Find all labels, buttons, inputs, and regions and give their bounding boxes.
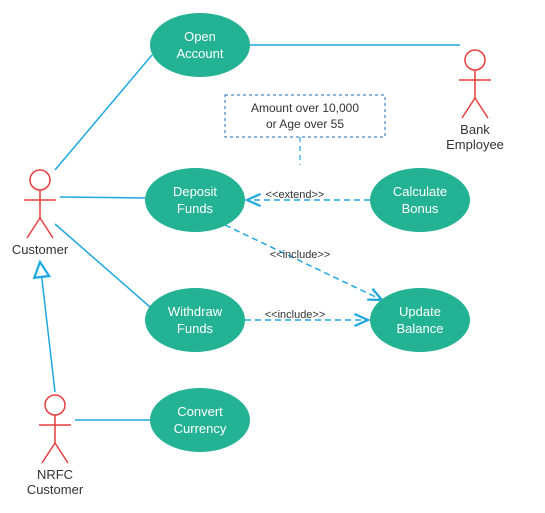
actor-label: Bank (460, 122, 490, 137)
actor-nrfc: NRFCCustomer (27, 395, 84, 497)
usecase-label: Deposit (173, 184, 217, 199)
usecase-label: Bonus (402, 201, 439, 216)
usecase-label: Withdraw (168, 304, 223, 319)
stereotype-label: <<include>> (270, 249, 331, 261)
usecase-convert_currency: Convert Currency (150, 388, 250, 452)
actor-label: Customer (27, 482, 84, 497)
actor-label: Employee (446, 137, 504, 152)
usecase-label: Open (184, 29, 216, 44)
association-edge (55, 55, 152, 170)
note-text: or Age over 55 (266, 117, 344, 131)
dependency-edge (225, 225, 382, 300)
stereotype-label: <<include>> (265, 309, 326, 321)
extension-note: Amount over 10,000 or Age over 55 (225, 95, 385, 137)
usecase-label: Update (399, 304, 441, 319)
usecase-open_account: Open Account (150, 13, 250, 77)
association-edge (55, 224, 150, 307)
usecase-label: Currency (174, 421, 227, 436)
actor-bank_employee: BankEmployee (446, 50, 504, 152)
generalization-edge (40, 262, 55, 392)
use-case-diagram: <<extend>> <<include>> <<include>> Amount o… (0, 0, 545, 513)
usecase-label: Funds (177, 321, 214, 336)
actor-label: Customer (12, 242, 69, 257)
usecase-label: Calculate (393, 184, 447, 199)
actor-label: NRFC (37, 467, 73, 482)
actor-customer: Customer (12, 170, 69, 257)
note-text: Amount over 10,000 (251, 101, 359, 115)
stereotype-label: <<extend>> (266, 189, 325, 201)
usecase-label: Balance (397, 321, 444, 336)
usecase-calculate_bonus: Calculate Bonus (370, 168, 470, 232)
usecase-update_balance: Update Balance (370, 288, 470, 352)
usecase-withdraw_funds: Withdraw Funds (145, 288, 245, 352)
association-edge (60, 197, 145, 198)
usecase-deposit_funds: Deposit Funds (145, 168, 245, 232)
usecase-label: Convert (177, 404, 223, 419)
usecase-label: Account (177, 46, 224, 61)
usecase-label: Funds (177, 201, 214, 216)
